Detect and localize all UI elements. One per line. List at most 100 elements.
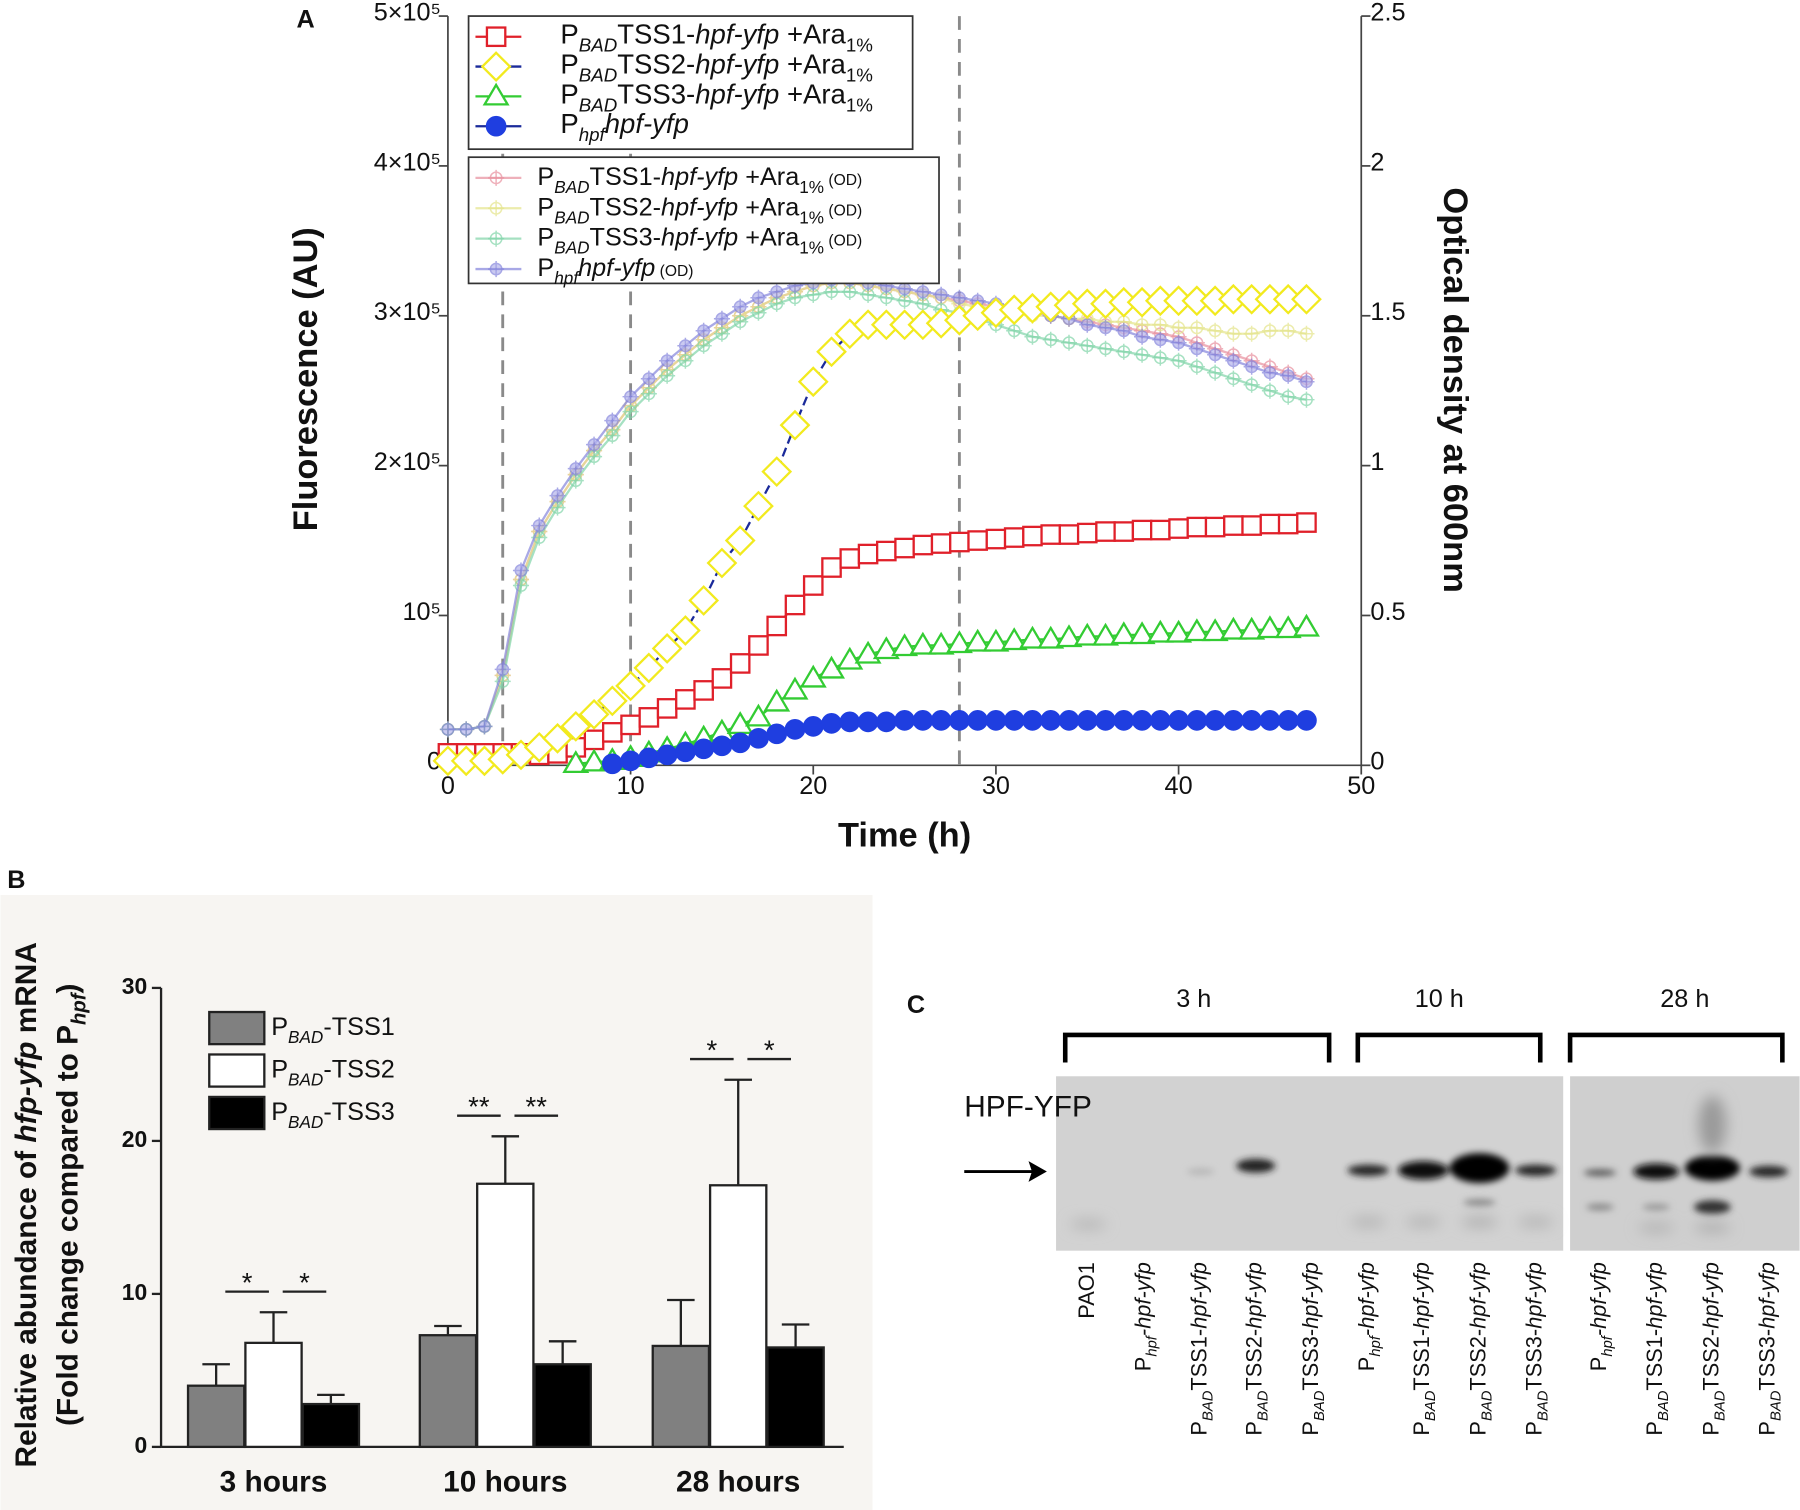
band: [1404, 1217, 1442, 1227]
marker: [1296, 710, 1317, 731]
text-run: hpf-yfp: [1642, 1262, 1667, 1329]
marker: [488, 230, 505, 247]
bracket: [1062, 1032, 1785, 1063]
marker: [1259, 710, 1281, 731]
text-run: BAD: [1536, 1390, 1552, 1421]
marker: [894, 537, 915, 559]
marker: [784, 719, 806, 740]
marker: [1243, 376, 1260, 393]
marker: [1183, 618, 1211, 642]
lane-label: PAO1: [1074, 1262, 1099, 1319]
text-run: (OD): [824, 202, 862, 219]
bar: [301, 1402, 361, 1449]
marker: [494, 661, 511, 678]
text-run: -TSS3: [323, 1098, 395, 1126]
x-tick-label: 40: [1165, 772, 1193, 800]
marker: [693, 680, 714, 701]
marker: [656, 744, 678, 766]
marker: [458, 721, 475, 738]
marker: [930, 533, 952, 554]
text-run: -TSS2: [323, 1055, 395, 1083]
marker: [818, 655, 846, 679]
marker: [601, 753, 623, 775]
text-run: -TSS1: [323, 1013, 395, 1041]
y2-tick-label: 2: [1370, 148, 1384, 176]
marker: [693, 738, 714, 760]
text-run: TSS1-: [590, 163, 662, 191]
marker: [912, 534, 934, 556]
marker: [604, 427, 621, 444]
marker: [1207, 364, 1224, 381]
text-run: (OD): [655, 263, 693, 280]
x-tick-label: 3 hours: [220, 1465, 328, 1498]
text-run: (OD): [824, 171, 862, 188]
legend-label: PBAD-TSS2: [271, 1055, 395, 1089]
marker: [1188, 319, 1205, 336]
marker: [1256, 615, 1284, 639]
marker: [1115, 343, 1132, 360]
text-run: P: [537, 223, 554, 251]
text-run: BAD: [579, 65, 618, 86]
marker: [744, 703, 772, 727]
text-run: hpf-yfp: [661, 223, 738, 251]
significance-label: **: [468, 1091, 490, 1122]
marker: [1006, 322, 1023, 339]
text-run: P: [1241, 1421, 1266, 1436]
marker: [743, 490, 774, 522]
marker: [695, 322, 712, 339]
marker: [1225, 370, 1242, 387]
legend-label: PBADTSS2-hpf-yfp +Ara1%: [560, 49, 873, 86]
text-run: -hpf-yfp: [1586, 1262, 1611, 1336]
text-run: P: [1521, 1421, 1546, 1436]
marker: [1146, 619, 1174, 643]
marker: [779, 409, 811, 441]
arrow-head: [1028, 1161, 1047, 1182]
marker: [985, 528, 1007, 550]
text-run: BAD: [1712, 1390, 1728, 1421]
marker: [688, 585, 720, 616]
marker: [675, 741, 696, 763]
marker: [1149, 519, 1171, 541]
lane-label: PBADTSS1-hpf-yfp: [1409, 1262, 1439, 1435]
panel-label: C: [907, 991, 925, 1019]
marker: [927, 631, 955, 655]
marker: [638, 747, 660, 769]
marker: [839, 548, 861, 569]
marker: [1170, 352, 1187, 369]
marker: [729, 732, 751, 754]
marker: [640, 385, 657, 402]
legend-label: PBADTSS2-hpf-yfp +Ara1% (OD): [537, 193, 862, 227]
lane-label: Phpf-hpf-yfp: [1130, 1262, 1160, 1371]
marker: [1241, 710, 1262, 731]
marker: [1207, 322, 1224, 339]
timepoint-label: 28 h: [1660, 985, 1709, 1013]
marker: [586, 436, 603, 453]
text-run: hpf-yfp: [1698, 1262, 1723, 1329]
marker: [1024, 328, 1041, 345]
x-tick-label: 0: [441, 772, 455, 800]
marker: [1298, 373, 1315, 390]
text-run: hpf: [1144, 1334, 1160, 1356]
text-run: BAD: [288, 1112, 323, 1132]
marker: [1097, 319, 1114, 336]
marker: [1022, 525, 1043, 547]
band: [1397, 1161, 1449, 1180]
text-run: 1%: [799, 176, 824, 196]
marker: [857, 543, 879, 565]
text-run: P: [271, 1098, 288, 1126]
legend-label: PBADTSS1-hpf-yfp +Ara1%: [560, 19, 873, 56]
text-run: TSS1-: [1409, 1329, 1434, 1391]
smear: [1698, 1095, 1727, 1154]
marker: [784, 594, 806, 616]
marker: [485, 115, 507, 137]
marker: [763, 688, 791, 712]
marker: [1095, 710, 1116, 731]
marker: [488, 261, 505, 278]
marker: [799, 664, 827, 688]
marker: [1092, 622, 1120, 646]
marker: [724, 525, 756, 556]
bands: [1186, 1153, 1789, 1214]
marker: [1291, 283, 1322, 315]
text-run: P: [560, 79, 578, 110]
